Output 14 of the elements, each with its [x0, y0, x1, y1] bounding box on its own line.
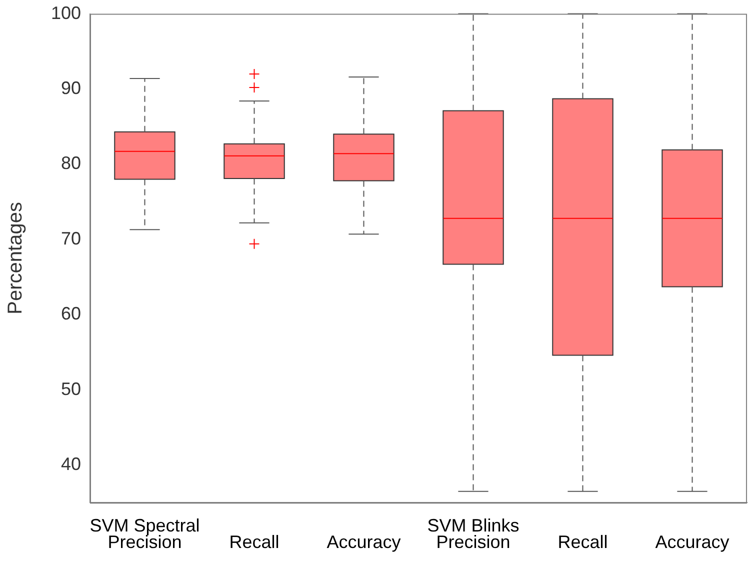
x-tick-label: Recall	[229, 532, 280, 552]
y-tick-label: 70	[60, 228, 81, 248]
y-tick-label: 60	[60, 304, 81, 324]
x-tick-label: SVM Blinks Precision	[427, 516, 520, 552]
y-tick-label: 80	[60, 153, 81, 174]
y-tick-label: 50	[60, 378, 81, 399]
x-tick-label: Accuracy	[655, 532, 730, 552]
y-tick-label: 90	[60, 78, 81, 98]
y-axis-title: Percentages	[4, 202, 27, 314]
y-tick-label: 40	[60, 454, 81, 474]
x-tick-label: SVM Spectral Precision	[90, 516, 200, 552]
x-tick-label: Accuracy	[326, 532, 401, 552]
y-tick-label: 100	[50, 2, 81, 23]
x-tick-label: Recall	[558, 532, 608, 552]
